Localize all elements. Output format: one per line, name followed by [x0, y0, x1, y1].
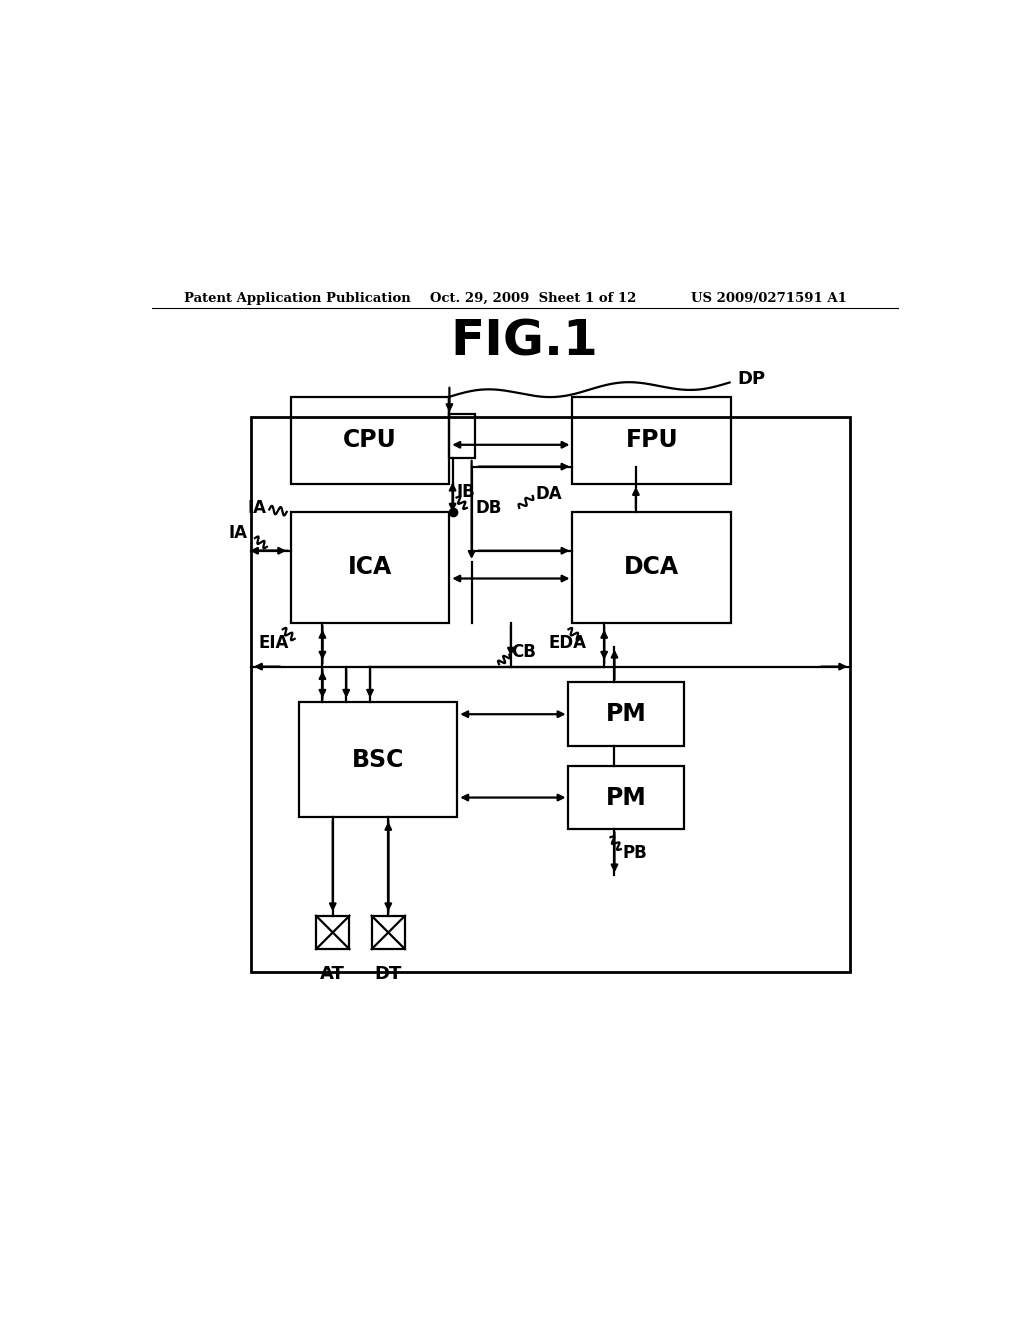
Text: IA: IA: [248, 499, 267, 517]
Text: DCA: DCA: [625, 556, 679, 579]
Text: PB: PB: [623, 843, 647, 862]
Text: PM: PM: [605, 702, 646, 726]
Text: FPU: FPU: [626, 429, 678, 453]
Text: Oct. 29, 2009  Sheet 1 of 12: Oct. 29, 2009 Sheet 1 of 12: [430, 292, 636, 305]
Text: DT: DT: [375, 965, 402, 983]
Bar: [572, 397, 731, 484]
Text: Patent Application Publication: Patent Application Publication: [183, 292, 411, 305]
Text: US 2009/0271591 A1: US 2009/0271591 A1: [691, 292, 847, 305]
Text: IA: IA: [228, 524, 247, 543]
Text: DA: DA: [536, 484, 562, 503]
Text: FIG.1: FIG.1: [451, 317, 599, 366]
Text: CB: CB: [511, 643, 536, 661]
Text: CPU: CPU: [343, 429, 397, 453]
Text: DP: DP: [737, 371, 766, 388]
Bar: [316, 916, 349, 949]
Text: IB: IB: [457, 483, 475, 502]
Bar: [568, 766, 684, 829]
Text: BSC: BSC: [352, 748, 404, 772]
Bar: [251, 417, 850, 972]
Bar: [450, 414, 475, 458]
Text: PM: PM: [605, 785, 646, 809]
Bar: [372, 916, 404, 949]
Text: ICA: ICA: [348, 556, 392, 579]
Text: EIA: EIA: [259, 634, 290, 652]
Bar: [291, 512, 450, 623]
Bar: [291, 397, 450, 484]
Text: AT: AT: [321, 965, 345, 983]
Bar: [572, 512, 731, 623]
Text: DB: DB: [475, 499, 502, 517]
Bar: [299, 702, 458, 817]
Text: EDA: EDA: [549, 634, 587, 652]
Bar: [568, 682, 684, 746]
